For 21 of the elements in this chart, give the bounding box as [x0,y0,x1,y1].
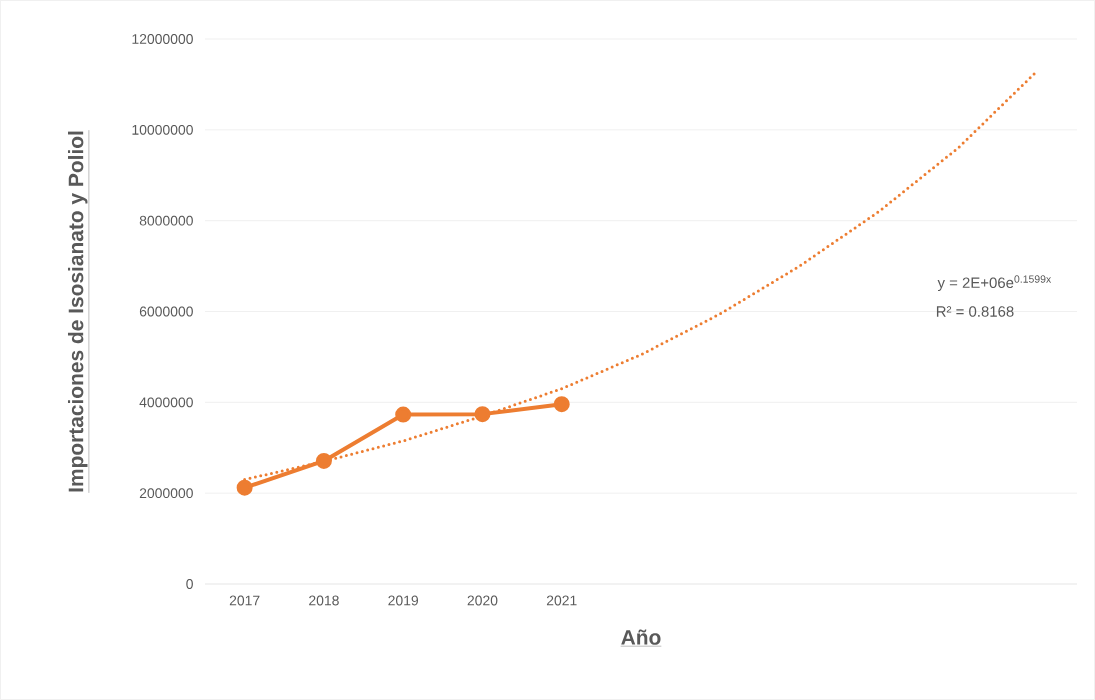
x-axis-title: Año [621,629,661,645]
y-tick-label: 4000000 [139,397,193,408]
point [395,406,412,423]
y-tick-label: 6000000 [139,306,193,317]
x-tick-label: 2020 [467,595,498,606]
annotation: R² = 0.8168 [936,306,1014,317]
annotation: y = 2E+06e$^{0.1599x}$ [937,275,1052,291]
y-axis-title: Importaciones de Isosianato y Poliol [67,131,88,492]
point [474,406,491,423]
point [315,452,332,469]
point [553,396,570,413]
x-tick-label: 2021 [546,595,577,606]
y-tick-label: 2000000 [139,488,193,499]
y-tick-label: 0 [186,579,193,589]
y-tick-label: 8000000 [139,215,193,226]
x-tick-label: 2017 [229,595,260,606]
y-tick-label: 12000000 [132,34,193,44]
x-tick-label: 2019 [388,595,419,606]
y-tick-label: 10000000 [132,124,193,135]
x-tick-label: 2018 [309,595,339,606]
point [236,479,253,496]
